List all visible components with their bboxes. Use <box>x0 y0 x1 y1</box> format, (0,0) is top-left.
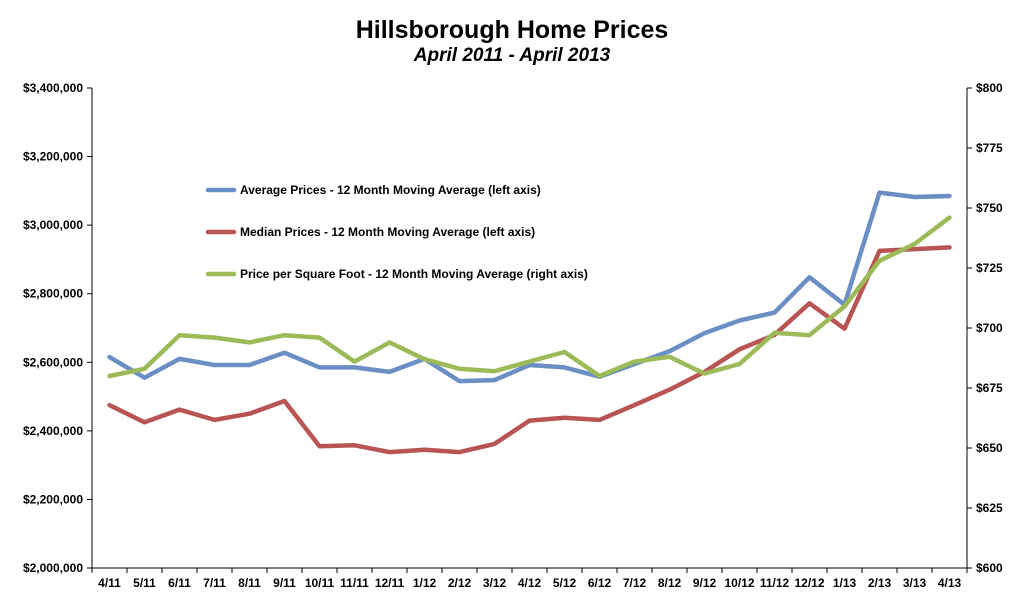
x-axis-tick-label: 6/11 <box>168 576 191 590</box>
right-axis-tick-label: $600 <box>976 561 1003 575</box>
left-axis-tick-label: $3,400,000 <box>23 81 83 95</box>
series-line-1 <box>107 190 952 384</box>
x-axis-tick-label: 1/12 <box>413 576 437 590</box>
x-axis-tick-label: 12/11 <box>375 576 405 590</box>
x-axis-tick-label: 5/11 <box>133 576 156 590</box>
right-axis-tick-label: $700 <box>976 321 1003 335</box>
x-axis-tick-label: 10/11 <box>305 576 335 590</box>
chart-title: Hillsborough Home Prices <box>355 16 669 44</box>
x-axis-tick-label: 9/12 <box>693 576 717 590</box>
x-axis-tick-label: 2/13 <box>868 576 892 590</box>
x-axis-tick-label: 12/12 <box>794 576 824 590</box>
legend-label-3: Price per Square Foot - 12 Month Moving … <box>240 267 588 281</box>
left-axis-tick-label: $2,600,000 <box>23 355 83 369</box>
x-axis-tick-label: 5/12 <box>553 576 577 590</box>
right-axis-tick-label: $800 <box>976 81 1003 95</box>
x-axis-tick-label: 4/11 <box>98 576 121 590</box>
x-axis-tick-label: 3/13 <box>903 576 927 590</box>
chart-axes: $2,000,000 $2,200,000 $2,400,000 $2,600,000… <box>23 81 1003 590</box>
legend-label-1: Average Prices - 12 Month Moving Average… <box>240 183 541 197</box>
chart-subtitle: April 2011 - April 2013 <box>413 45 611 66</box>
x-axis-tick-label: 9/11 <box>273 576 296 590</box>
left-axis-tick-label: $2,200,000 <box>23 492 83 506</box>
right-axis-tick-label: $750 <box>976 201 1003 215</box>
series-line-2 <box>107 245 952 455</box>
right-axis-tick-label: $675 <box>976 381 1003 395</box>
x-axis-tick-label: 1/13 <box>833 576 857 590</box>
x-axis-tick-label: 7/11 <box>203 576 226 590</box>
series-line-3 <box>107 215 952 379</box>
x-axis-tick-label: 2/12 <box>448 576 472 590</box>
left-axis-tick-label: $3,200,000 <box>23 150 83 164</box>
x-axis-tick-label: 8/12 <box>658 576 682 590</box>
x-axis-tick-label: 7/12 <box>623 576 647 590</box>
right-axis-tick-label: $775 <box>976 141 1003 155</box>
x-axis-tick-label: 8/11 <box>238 576 261 590</box>
x-axis-tick-label: 4/13 <box>938 576 962 590</box>
left-axis-tick-label: $2,000,000 <box>23 561 83 575</box>
left-axis-tick-label: $3,000,000 <box>23 218 83 232</box>
left-axis-tick-label: $2,400,000 <box>23 424 83 438</box>
x-axis-tick-label: 11/11 <box>340 576 369 590</box>
x-axis-tick-label: 6/12 <box>588 576 612 590</box>
right-axis-tick-label: $625 <box>976 501 1003 515</box>
right-axis-tick-label: $650 <box>976 441 1003 455</box>
legend-label-2: Median Prices - 12 Month Moving Average … <box>240 225 535 239</box>
x-axis-tick-label: 4/12 <box>518 576 542 590</box>
chart-series <box>107 190 952 455</box>
chart-legend: Average Prices - 12 Month Moving Average… <box>205 183 588 281</box>
x-axis-tick-label: 3/12 <box>483 576 507 590</box>
right-axis-tick-label: $725 <box>976 261 1003 275</box>
x-axis-tick-label: 10/12 <box>724 576 754 590</box>
x-axis-tick-label: 11/12 <box>760 576 790 590</box>
left-axis-tick-label: $2,800,000 <box>23 287 83 301</box>
